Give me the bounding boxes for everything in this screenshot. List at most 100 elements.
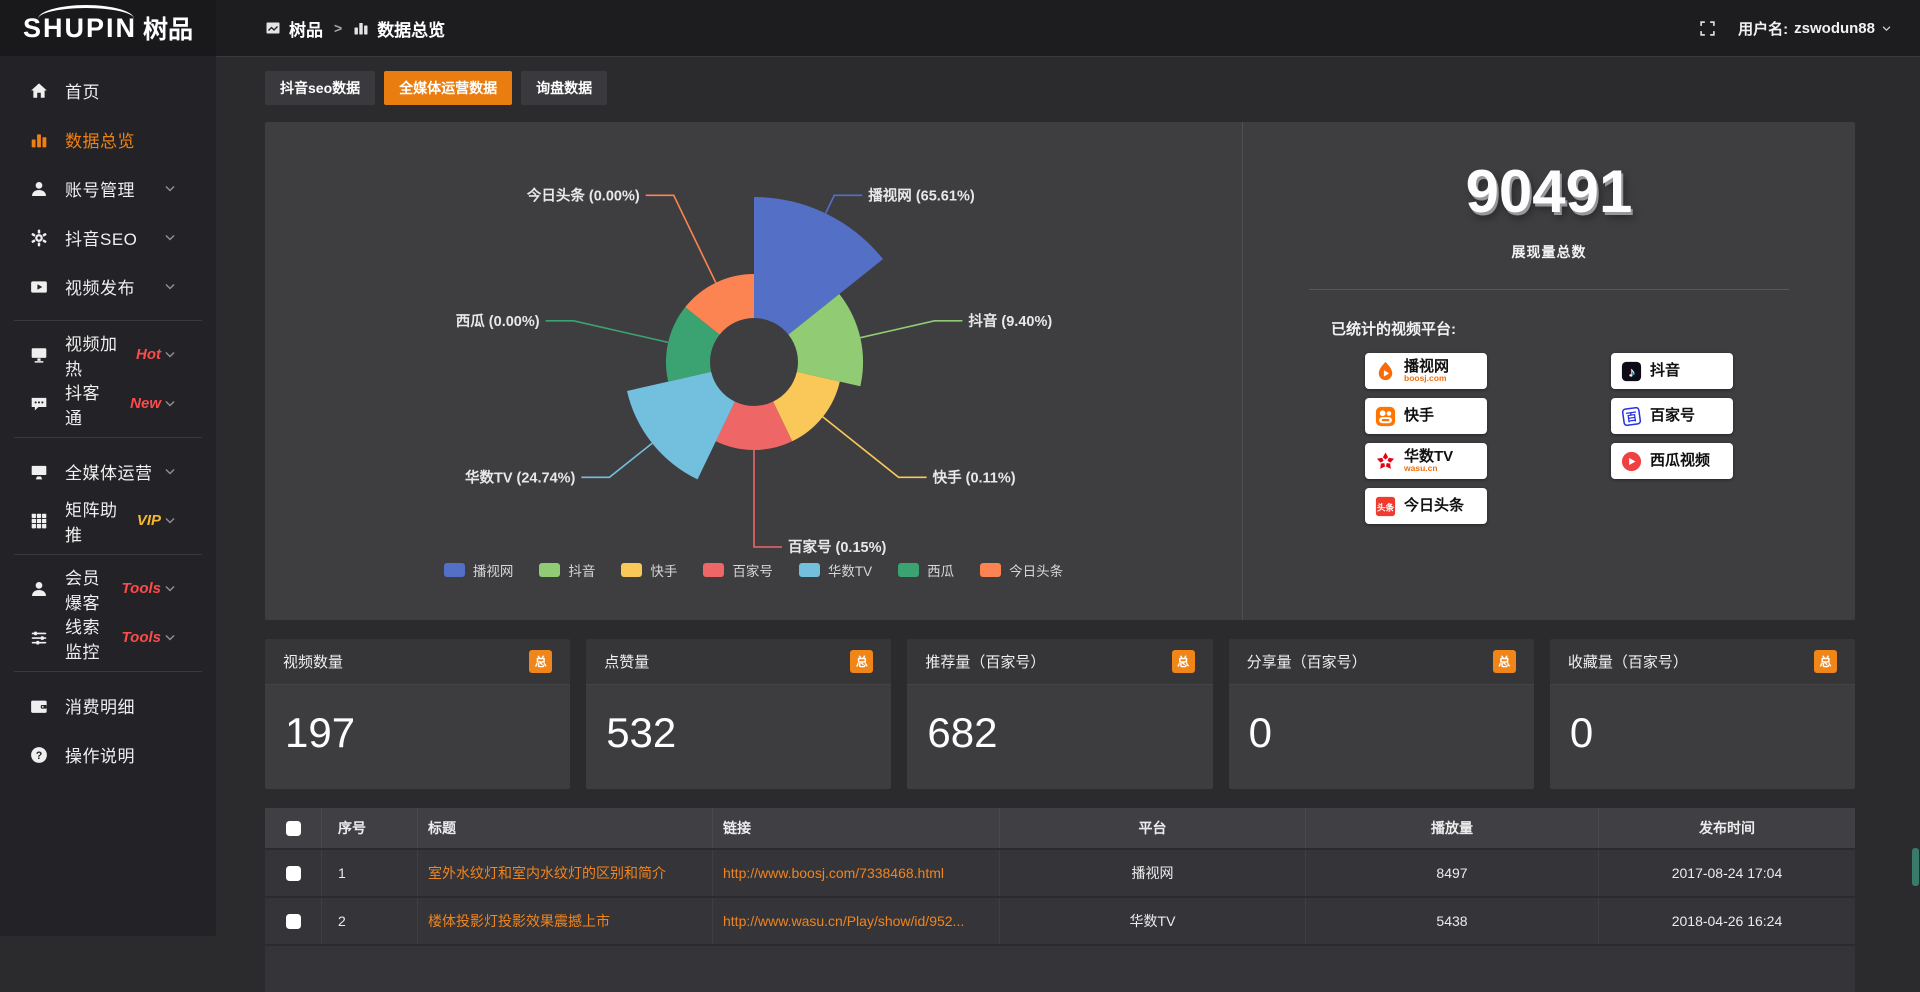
app-logo[interactable]: SHUPIN 树品: [0, 0, 216, 56]
legend-swatch: [703, 563, 724, 577]
chevron-down-icon: [161, 397, 179, 410]
total-badge: 总: [529, 650, 552, 673]
tab-2[interactable]: 询盘数据: [521, 71, 607, 105]
sidebar-item-0[interactable]: 首页: [0, 66, 216, 115]
gear-icon: [30, 229, 48, 247]
sidebar-item-label: 矩阵助推: [65, 496, 123, 546]
breadcrumb-current[interactable]: 数据总览: [353, 16, 445, 41]
sidebar-item-label: 视频发布: [65, 274, 135, 299]
video-title-link[interactable]: 楼体投影灯投影效果震撼上市: [428, 911, 610, 931]
video-url-link[interactable]: http://www.boosj.com/7338468.html: [723, 865, 944, 881]
breadcrumb-home[interactable]: 树品: [265, 16, 323, 41]
table-header-cell: 播放量: [1305, 808, 1598, 848]
svg-text:头条: 头条: [1377, 501, 1395, 512]
cell-index: 1: [321, 850, 417, 896]
sidebar-item-label: 首页: [65, 78, 100, 103]
platform-badge-今日头条: 头条今日头条: [1365, 488, 1487, 524]
row-checkbox[interactable]: [286, 866, 301, 881]
legend-item-西瓜[interactable]: 西瓜: [898, 560, 954, 580]
legend-item-今日头条[interactable]: 今日头条: [980, 560, 1063, 580]
stat-card-header: 点赞量总: [586, 639, 891, 685]
sidebar-item-tag: New: [130, 395, 161, 412]
xigua-logo-icon: [1620, 450, 1643, 473]
monitor-icon: [30, 346, 48, 364]
sidebar-item-2[interactable]: 账号管理: [0, 164, 216, 213]
legend-item-百家号[interactable]: 百家号: [703, 560, 773, 580]
breadcrumb: 树品 > 数据总览: [265, 16, 445, 41]
cell-time: 2017-08-24 17:04: [1598, 850, 1855, 896]
legend-item-播视网[interactable]: 播视网: [444, 560, 514, 580]
legend-swatch: [898, 563, 919, 577]
cell-time: 2018-04-26 16:24: [1598, 898, 1855, 944]
sidebar-divider: [14, 437, 202, 438]
fullscreen-icon[interactable]: [1699, 20, 1716, 37]
pie-slice-华数TV[interactable]: [627, 372, 735, 480]
logo-text-cn: 树品: [143, 10, 193, 46]
pie-label-line: [546, 321, 669, 343]
legend-swatch: [980, 563, 1001, 577]
chart-legend: 播视网 抖音 快手 百家号 华数TV 西瓜 今日头条: [265, 560, 1242, 580]
cell-platform: 华数TV: [999, 898, 1305, 944]
scrollbar-thumb[interactable]: [1912, 848, 1919, 886]
rose-chart-svg: 播视网 (65.61%)抖音 (9.40%)快手 (0.11%)百家号 (0.1…: [265, 134, 1243, 574]
sidebar-item-9[interactable]: 全媒体运营: [0, 447, 216, 496]
sidebar-item-7[interactable]: 抖客通 New: [0, 379, 216, 428]
sidebar-item-16[interactable]: ?操作说明: [0, 730, 216, 779]
sidebar-divider: [14, 554, 202, 555]
svg-text:?: ?: [36, 749, 43, 761]
tab-1[interactable]: 全媒体运营数据: [384, 71, 512, 105]
sidebar-item-15[interactable]: 消费明细: [0, 681, 216, 730]
row-checkbox[interactable]: [286, 914, 301, 929]
pie-label-line: [646, 195, 716, 282]
total-badge: 总: [850, 650, 873, 673]
platform-badge-百家号: 百百家号: [1611, 398, 1733, 434]
user-icon: [30, 180, 48, 198]
chevron-down-icon: [161, 348, 179, 361]
question-icon: ?: [30, 746, 48, 764]
total-impressions-label: 展现量总数: [1243, 242, 1855, 262]
legend-item-抖音[interactable]: 抖音: [539, 560, 595, 580]
stat-card-value: 0: [1229, 685, 1534, 757]
cell-platform: 播视网: [999, 850, 1305, 896]
pie-label: 西瓜 (0.00%): [456, 313, 540, 330]
sidebar-item-1[interactable]: 数据总览: [0, 115, 216, 164]
sidebar-item-4[interactable]: 视频发布: [0, 262, 216, 311]
video-title-link[interactable]: 室外水纹灯和室内水纹灯的区别和简介: [428, 863, 666, 883]
sidebar-item-label: 抖客通: [65, 379, 116, 429]
chat-icon: [30, 395, 48, 413]
stat-card-header: 推荐量（百家号）总: [907, 639, 1212, 685]
select-all-checkbox[interactable]: [286, 821, 301, 836]
toutiao-logo-icon: 头条: [1374, 495, 1397, 518]
table-header-row: 序号标题链接平台播放量发布时间: [265, 808, 1855, 848]
total-impressions-value: 90491: [1243, 162, 1855, 222]
legend-item-华数TV[interactable]: 华数TV: [799, 560, 872, 580]
breadcrumb-label: 数据总览: [377, 16, 445, 41]
wasu-logo-icon: [1374, 450, 1397, 473]
logo-arc-decoration: [38, 5, 134, 19]
chevron-down-icon: [161, 182, 179, 195]
legend-swatch: [444, 563, 465, 577]
legend-item-快手[interactable]: 快手: [621, 560, 677, 580]
grid-icon: [30, 512, 48, 530]
tab-0[interactable]: 抖音seo数据: [265, 71, 375, 105]
user-menu[interactable]: 用户名: zswodun88: [1738, 18, 1892, 39]
chevron-down-icon: [161, 582, 179, 595]
username-value: zswodun88: [1794, 20, 1875, 37]
sidebar-item-3[interactable]: 抖音SEO: [0, 213, 216, 262]
topbar-right: 用户名: zswodun88: [1699, 18, 1892, 39]
kuaishou-logo-icon: [1374, 405, 1397, 428]
video-url-link[interactable]: http://www.wasu.cn/Play/show/id/952...: [723, 913, 964, 929]
platform-badges-right: ♪♪♪抖音百百家号西瓜视频: [1611, 353, 1733, 524]
sidebar-item-tag: Tools: [122, 580, 161, 597]
summary-divider: [1309, 289, 1789, 290]
